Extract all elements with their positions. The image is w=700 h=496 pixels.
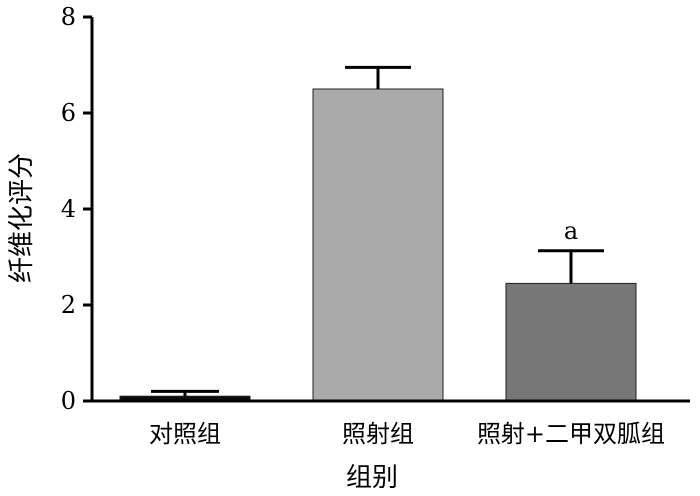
x-axis: 对照组 照射组 照射+二甲双胍组 xyxy=(91,399,690,448)
error-bar xyxy=(151,389,219,397)
x-axis-title: 组别 xyxy=(346,463,398,493)
x-tick-label: 对照组 xyxy=(149,420,221,448)
y-tick-label: 6 xyxy=(61,99,76,127)
y-tick-label: 0 xyxy=(61,387,76,415)
y-tick-label: 8 xyxy=(61,3,76,31)
y-tick-label: 4 xyxy=(61,195,76,223)
error-bar xyxy=(538,249,604,284)
bar xyxy=(312,88,444,402)
error-bar xyxy=(345,65,411,89)
bars xyxy=(119,88,637,402)
error-bars xyxy=(151,65,604,397)
bar xyxy=(505,282,637,402)
annotations: a xyxy=(564,217,578,245)
y-axis-title: 纤维化评分 xyxy=(7,153,37,283)
x-tick-label: 照射+二甲双胍组 xyxy=(477,420,665,448)
y-axis: 0 2 4 6 8 xyxy=(61,3,94,415)
x-tick-label: 照射组 xyxy=(342,420,414,448)
significance-label: a xyxy=(564,217,578,245)
y-tick-label: 2 xyxy=(61,291,76,319)
